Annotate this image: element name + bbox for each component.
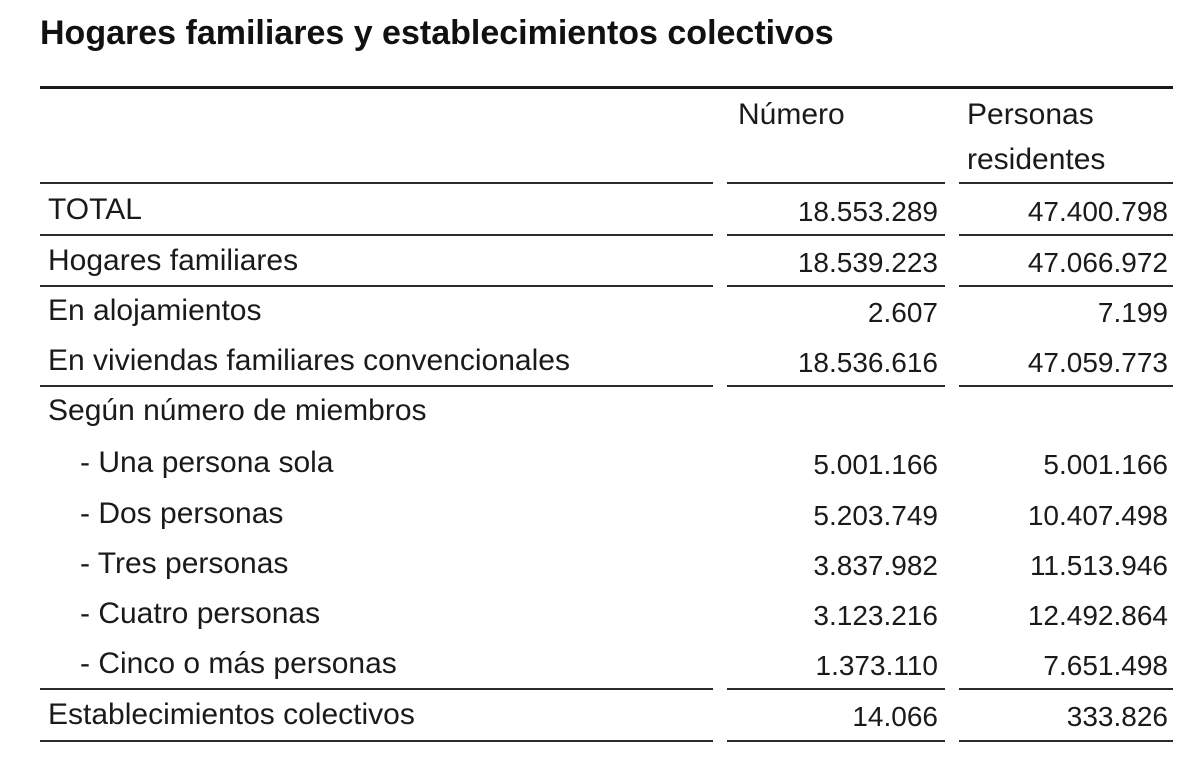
row-rule: [40, 740, 713, 742]
row-label: - Cuatro personas: [80, 597, 321, 630]
row-rule: [727, 688, 945, 690]
row-personas: 11.513.946: [1029, 550, 1168, 581]
row-label: Según número de miembros: [48, 394, 427, 427]
row-label: - Una persona sola: [80, 446, 334, 479]
row-rule: [727, 740, 945, 742]
row-label: - Dos personas: [80, 497, 284, 530]
table-row-cuatro-personas: - Cuatro personas 3.123.216 12.492.864: [0, 589, 1200, 639]
table-row-en-alojamientos: En alojamientos 2.607 7.199: [0, 286, 1200, 336]
row-rule: [727, 385, 945, 387]
table-row-establecimientos: Establecimientos colectivos 14.066 333.8…: [0, 690, 1200, 740]
top-rule: [40, 86, 1173, 89]
table-row-hogares-familiares: Hogares familiares 18.539.223 47.066.972: [0, 236, 1200, 286]
row-label: En alojamientos: [48, 294, 262, 327]
row-personas: 47.400.798: [1027, 196, 1168, 227]
table-row-tres-personas: - Tres personas 3.837.982 11.513.946: [0, 539, 1200, 589]
row-numero: 18.553.289: [797, 196, 938, 227]
row-rule: [40, 285, 713, 287]
row-personas: 333.826: [1066, 701, 1168, 732]
header-rule-personas: [959, 182, 1173, 184]
header-rule-label: [40, 182, 713, 184]
row-rule: [959, 285, 1173, 287]
row-label: - Cinco o más personas: [80, 647, 397, 680]
row-rule: [727, 285, 945, 287]
header-rule-numero: [727, 182, 945, 184]
row-rule: [959, 385, 1173, 387]
page-title: Hogares familiares y establecimientos co…: [40, 14, 834, 52]
row-rule: [727, 234, 945, 236]
row-numero: 3.123.216: [813, 600, 938, 631]
row-numero: 2.607: [867, 297, 938, 328]
row-label: TOTAL: [48, 193, 142, 226]
header-personas-line1: Personas: [967, 98, 1094, 131]
table-row-total: TOTAL 18.553.289 47.400.798: [0, 185, 1200, 235]
row-numero: 5.203.749: [813, 500, 938, 531]
row-numero: 1.373.110: [815, 650, 939, 681]
row-label: - Tres personas: [80, 547, 289, 580]
row-label: En viviendas familiares convencionales: [48, 344, 570, 377]
header-personas-line2: residentes: [967, 143, 1106, 176]
row-numero: 18.539.223: [797, 247, 938, 278]
row-label: Hogares familiares: [48, 244, 299, 277]
row-rule: [959, 234, 1173, 236]
table-row-cinco-personas: - Cinco o más personas 1.373.110 7.651.4…: [0, 639, 1200, 689]
row-personas: 12.492.864: [1027, 600, 1168, 631]
table-row-dos-personas: - Dos personas 5.203.749 10.407.498: [0, 489, 1200, 539]
table-row-segun-miembros: Según número de miembros: [0, 386, 1200, 436]
row-rule: [40, 234, 713, 236]
row-personas: 47.066.972: [1027, 247, 1168, 278]
row-rule: [959, 688, 1173, 690]
header-personas-residentes: Personas residentes: [967, 92, 1105, 182]
table-row-en-viviendas: En viviendas familiares convencionales 1…: [0, 336, 1200, 386]
row-rule: [40, 385, 713, 387]
row-personas: 7.199: [1097, 297, 1168, 328]
row-personas: 5.001.166: [1043, 449, 1168, 480]
row-numero: 18.536.616: [797, 347, 938, 378]
row-label: Establecimientos colectivos: [48, 698, 415, 731]
row-numero: 3.837.982: [813, 550, 938, 581]
row-rule: [959, 740, 1173, 742]
row-numero: 14.066: [852, 701, 938, 732]
row-numero: 5.001.166: [813, 449, 938, 480]
header-numero: Número: [738, 98, 845, 131]
row-personas: 7.651.498: [1043, 650, 1168, 681]
table-row-una-persona: - Una persona sola 5.001.166 5.001.166: [0, 438, 1200, 488]
row-rule: [40, 688, 713, 690]
row-personas: 47.059.773: [1027, 347, 1168, 378]
row-personas: 10.407.498: [1027, 500, 1168, 531]
